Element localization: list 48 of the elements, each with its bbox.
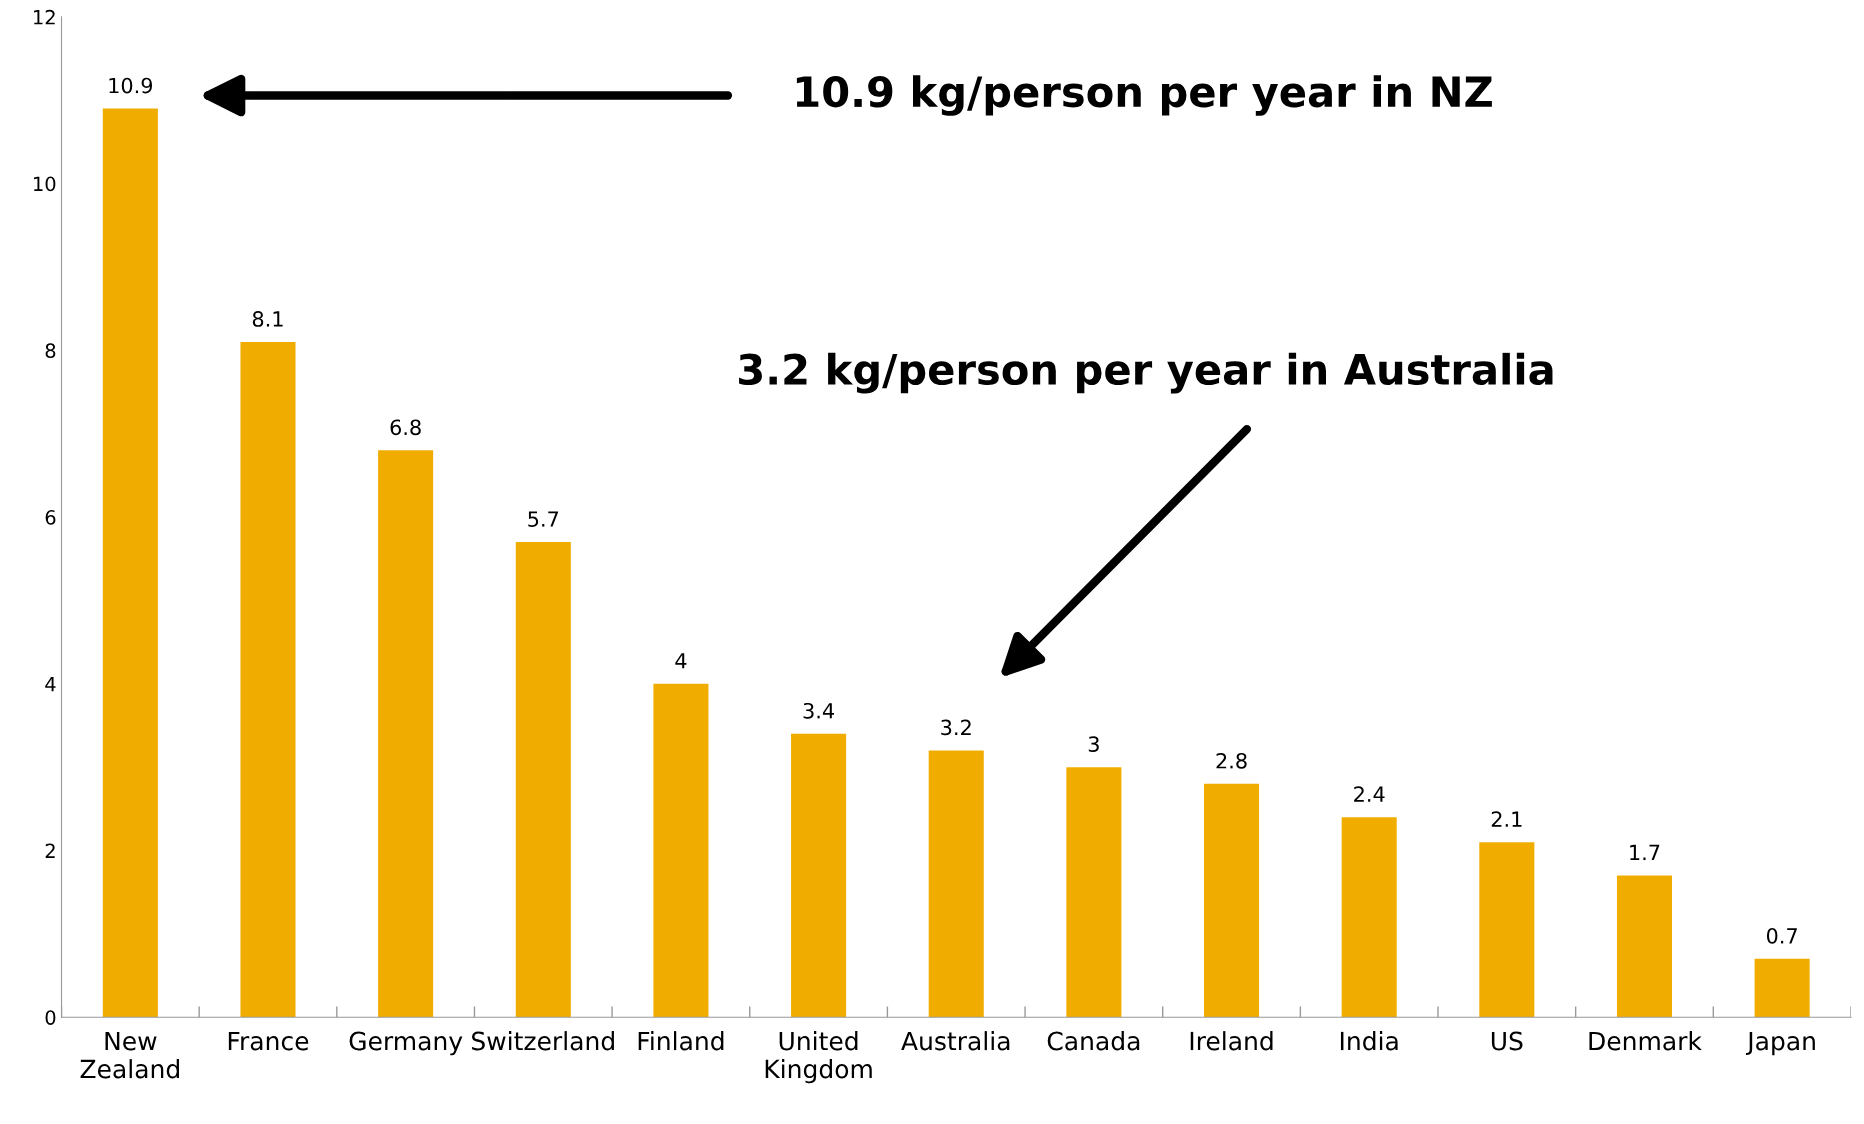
bar (240, 341, 296, 1018)
bar (653, 683, 709, 1018)
data-label: 3 (1088, 736, 1099, 752)
x-tick-label: Japan (1745, 1031, 1815, 1056)
data-label: 6.8 (390, 419, 421, 436)
x-tick-label: Australia (901, 1031, 1010, 1051)
x-tick-label: Ireland (1190, 1031, 1273, 1051)
data-label: 0.7 (1766, 927, 1797, 944)
y-tick-label: 6 (45, 510, 56, 525)
x-tick-label: United Kingdom (765, 1031, 872, 1084)
y-tick-label: 4 (45, 676, 56, 692)
bar (1341, 817, 1397, 1018)
x-tick-label: Denmark (1589, 1031, 1702, 1051)
bar (928, 750, 984, 1018)
y-tick-label: 8 (45, 343, 56, 358)
data-label: 2.1 (1491, 811, 1522, 827)
x-tick-label: New Zealand (80, 1031, 179, 1079)
x-tick-label: Switzerland (472, 1031, 614, 1051)
annotation: 3.2 kg/person per year in Australia (739, 352, 1553, 394)
y-tick-label: 12 (34, 9, 55, 25)
bar (515, 542, 571, 1018)
bar (1754, 958, 1810, 1018)
x-tick-label: Finland (638, 1031, 724, 1051)
data-label: 3.4 (803, 702, 834, 719)
bar (102, 108, 158, 1018)
data-label: 2.4 (1354, 786, 1385, 802)
x-tick-label: France (228, 1031, 309, 1051)
data-label: 2.8 (1216, 752, 1247, 769)
bar (378, 450, 434, 1018)
data-label: 10.9 (109, 77, 153, 94)
data-label: 8.1 (252, 311, 283, 327)
data-label: 4 (675, 653, 687, 669)
data-label: 3.2 (941, 719, 971, 736)
data-label: 1.7 (1630, 844, 1660, 861)
y-tick-label: 2 (45, 843, 55, 858)
x-tick-label: Canada (1047, 1031, 1140, 1051)
data-label: 5.7 (528, 511, 559, 527)
x-tick-label: US (1491, 1031, 1523, 1051)
bar (1066, 767, 1122, 1018)
annotation: 10.9 kg/person per year in NZ (796, 75, 1492, 116)
y-tick-label: 10 (34, 176, 56, 192)
bar (1479, 842, 1535, 1018)
x-tick-label: India (1340, 1031, 1398, 1051)
x-tick-label: Germany (349, 1031, 463, 1056)
bar (1204, 783, 1260, 1018)
bar (1616, 875, 1673, 1018)
y-tick-label: 0 (45, 1010, 56, 1025)
bar (791, 733, 847, 1018)
